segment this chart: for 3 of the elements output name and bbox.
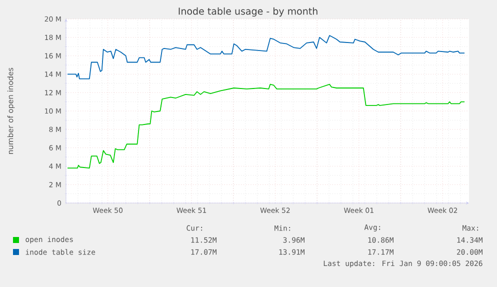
chart-title: Inode table usage - by month — [178, 7, 318, 17]
line-series — [67, 35, 465, 80]
line-series — [67, 84, 465, 168]
